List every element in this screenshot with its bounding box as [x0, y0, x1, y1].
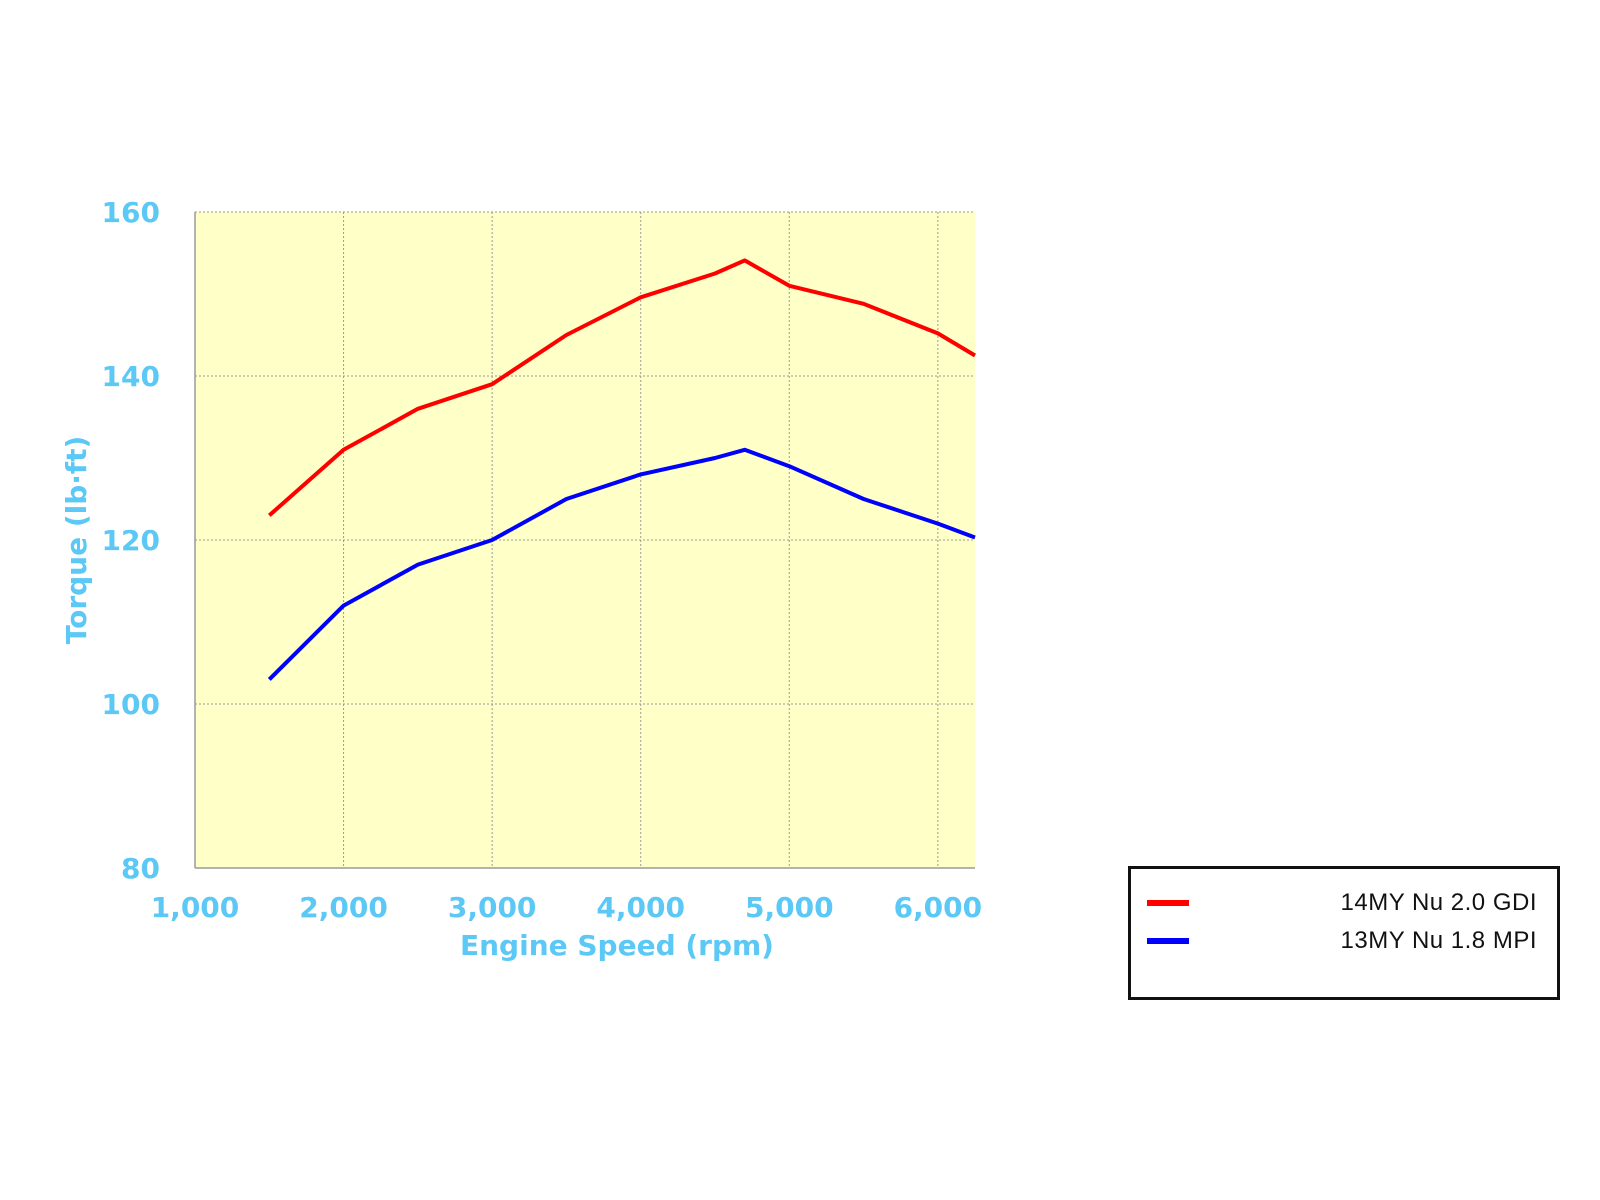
legend-swatch-mpi [1147, 938, 1189, 944]
series-lines [267, 258, 977, 681]
legend: 14MY Nu 2.0 GDI 13MY Nu 1.8 MPI [1128, 866, 1560, 1000]
y-tick-label: 100 [102, 688, 160, 721]
y-axis-title: Torque (lb·ft) [60, 436, 93, 645]
legend-item-mpi: 13MY Nu 1.8 MPI [1131, 923, 1557, 959]
series-line-1 [267, 447, 976, 681]
x-tick-label: 6,000 [894, 891, 983, 924]
x-tick-label: 2,000 [299, 891, 388, 924]
x-axis-title: Engine Speed (rpm) [460, 929, 774, 962]
legend-label-mpi: 13MY Nu 1.8 MPI [1340, 927, 1537, 954]
x-tick-label: 1,000 [151, 891, 240, 924]
y-tick-label: 160 [102, 196, 160, 229]
y-tick-label: 80 [121, 852, 160, 885]
x-tick-label: 3,000 [448, 891, 537, 924]
legend-swatch-gdi [1147, 900, 1189, 906]
y-tick-label: 140 [102, 360, 160, 393]
y-axis-ticks: 80 100 120 140 160 [102, 196, 160, 885]
series-line-0 [267, 258, 977, 517]
x-tick-label: 5,000 [745, 891, 834, 924]
legend-label-gdi: 14MY Nu 2.0 GDI [1340, 889, 1537, 916]
x-axis-ticks: 1,000 2,000 3,000 4,000 5,000 6,000 [151, 891, 982, 924]
y-tick-label: 120 [102, 524, 160, 557]
x-tick-label: 4,000 [596, 891, 685, 924]
legend-item-gdi: 14MY Nu 2.0 GDI [1131, 885, 1557, 921]
